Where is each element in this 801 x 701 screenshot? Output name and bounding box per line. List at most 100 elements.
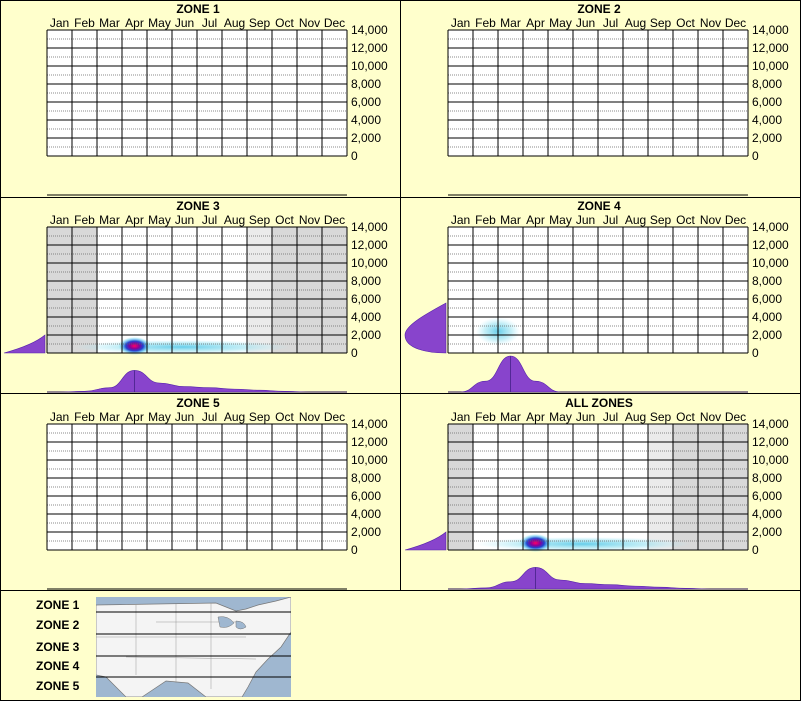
month-tick-label: Jun (175, 16, 194, 30)
month-tick-label: Aug (625, 16, 646, 30)
month-tick-label: Oct (676, 16, 695, 30)
y-tick-label: 0 (752, 149, 759, 163)
y-tick-label: 14,000 (351, 23, 388, 37)
month-tick-label: Mar (99, 213, 120, 227)
y-tick-label: 6,000 (752, 95, 782, 109)
y-tick-label: 8,000 (351, 77, 381, 91)
month-tick-label: Nov (700, 213, 721, 227)
month-tick-label: Jun (576, 213, 595, 227)
y-tick-label: 10,000 (351, 59, 388, 73)
month-tick-label: Apr (125, 410, 144, 424)
month-tick-label: Jan (451, 16, 470, 30)
elevation-density-curve (3, 334, 46, 354)
month-tick-label: Sep (650, 213, 672, 227)
month-tick-label: Jul (202, 16, 217, 30)
y-tick-label: 14,000 (351, 220, 388, 234)
month-tick-label: Feb (74, 16, 95, 30)
month-tick-label: Nov (299, 16, 320, 30)
month-tick-label: Dec (324, 213, 345, 227)
month-tick-label: Dec (725, 410, 746, 424)
month-tick-label: Mar (99, 16, 120, 30)
month-tick-label: Aug (224, 410, 245, 424)
month-tick-label: Nov (700, 16, 721, 30)
y-tick-label: 14,000 (351, 417, 388, 431)
month-tick-label: Jul (202, 410, 217, 424)
heat-hotspot (118, 337, 151, 355)
month-tick-label: Jun (175, 410, 194, 424)
month-tick-label: Aug (224, 16, 245, 30)
y-tick-label: 10,000 (752, 59, 789, 73)
month-tick-label: Jun (576, 16, 595, 30)
zone-chart: ZONE 5 Jan Feb Mar Apr May Jun Jul Aug Sep Oct Nov D… (46, 396, 388, 590)
month-tick-label: Oct (676, 213, 695, 227)
y-tick-label: 2,000 (752, 525, 782, 539)
y-tick-label: 4,000 (752, 310, 782, 324)
month-tick-label: Feb (475, 16, 496, 30)
y-tick-label: 14,000 (752, 220, 789, 234)
month-tick-label: Mar (500, 410, 521, 424)
y-tick-label: 10,000 (351, 256, 388, 270)
y-tick-label: 8,000 (752, 471, 782, 485)
month-tick-label: Feb (74, 410, 95, 424)
legend-zone-3-label: ZONE 3 (36, 640, 80, 654)
month-tick-label: Nov (700, 410, 721, 424)
y-tick-label: 10,000 (752, 453, 789, 467)
y-tick-label: 4,000 (351, 113, 381, 127)
month-tick-label: Jul (202, 213, 217, 227)
month-tick-label: May (148, 410, 171, 424)
zone-map (96, 597, 291, 697)
month-tick-label: Mar (500, 213, 521, 227)
y-tick-label: 12,000 (752, 435, 789, 449)
y-tick-label: 14,000 (752, 23, 789, 37)
shaded-month-column (673, 424, 698, 550)
heat-band (74, 340, 290, 354)
y-tick-label: 6,000 (351, 489, 381, 503)
heat-hotspot (519, 534, 552, 552)
month-tick-label: Jul (603, 410, 618, 424)
month-tick-label: Mar (99, 410, 120, 424)
y-tick-label: 6,000 (351, 95, 381, 109)
month-tick-label: Jan (50, 410, 69, 424)
month-density-curve (448, 355, 748, 393)
month-tick-label: Feb (475, 213, 496, 227)
month-tick-label: Mar (500, 16, 521, 30)
zone-chart: ALL ZONES Jan Feb Mar Apr May Jun Jul Aug Sep Oct N… (404, 396, 789, 590)
month-tick-label: Apr (526, 213, 545, 227)
month-tick-label: Apr (125, 16, 144, 30)
y-tick-label: 6,000 (752, 489, 782, 503)
legend-zone-1-label: ZONE 1 (36, 598, 80, 612)
y-tick-label: 4,000 (752, 113, 782, 127)
y-tick-label: 10,000 (351, 453, 388, 467)
y-tick-label: 12,000 (351, 238, 388, 252)
month-tick-label: Oct (275, 213, 294, 227)
shaded-month-column (322, 227, 347, 353)
y-tick-label: 14,000 (752, 417, 789, 431)
y-tick-label: 0 (752, 543, 759, 557)
y-tick-label: 10,000 (752, 256, 789, 270)
month-tick-label: Feb (74, 213, 95, 227)
zone-chart: ZONE 2 Jan Feb Mar Apr May Jun Jul Aug Sep Oct Nov D… (447, 2, 789, 196)
y-tick-label: 2,000 (752, 131, 782, 145)
y-tick-label: 8,000 (752, 77, 782, 91)
month-tick-label: Dec (324, 16, 345, 30)
month-tick-label: Jan (451, 213, 470, 227)
month-tick-label: Nov (299, 213, 320, 227)
map-state-borders (96, 603, 257, 689)
y-tick-label: 12,000 (752, 238, 789, 252)
y-tick-label: 12,000 (752, 41, 789, 55)
month-tick-label: Sep (249, 213, 271, 227)
month-tick-label: Apr (526, 16, 545, 30)
month-tick-label: Dec (725, 213, 746, 227)
shaded-month-column (272, 227, 297, 353)
y-tick-label: 12,000 (351, 435, 388, 449)
month-tick-label: Jun (175, 213, 194, 227)
y-tick-label: 0 (351, 346, 358, 360)
chart-title: ZONE 4 (577, 199, 621, 213)
y-tick-label: 2,000 (351, 131, 381, 145)
month-tick-label: Aug (224, 213, 245, 227)
month-tick-label: Sep (249, 16, 271, 30)
elevation-density-curve (404, 302, 447, 354)
month-tick-label: Jan (50, 213, 69, 227)
month-tick-label: Sep (650, 410, 672, 424)
